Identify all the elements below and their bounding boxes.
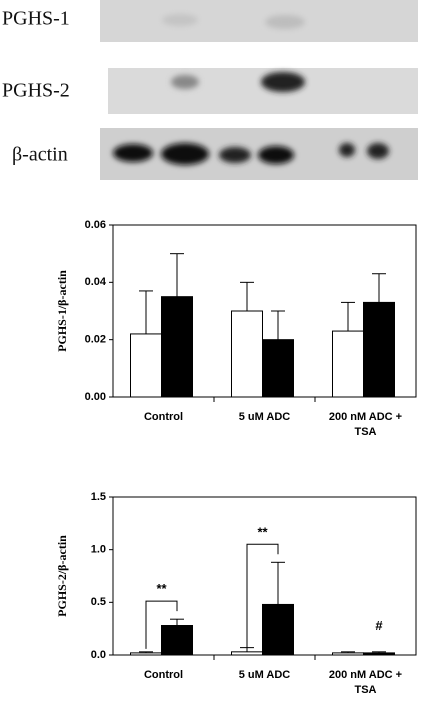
y-tick-label: 1.0 — [91, 544, 106, 556]
bar — [363, 652, 395, 656]
band — [161, 143, 209, 165]
bar — [262, 603, 294, 656]
bar — [231, 651, 263, 656]
y-tick-label: 1.5 — [91, 491, 106, 503]
band — [113, 144, 153, 162]
y-tick-label: 0.06 — [85, 219, 106, 231]
blot-strips — [100, 0, 418, 180]
band — [261, 72, 305, 92]
annotation: ** — [257, 524, 268, 539]
x-tick-label: 200 nM ADC + TSA — [328, 669, 403, 696]
bar — [332, 330, 364, 398]
y-tick-label: 0.04 — [85, 276, 107, 288]
significance-bracket — [246, 543, 279, 648]
y-tick-label: 0.00 — [85, 391, 106, 403]
x-tick-label: 5 uM ADC — [238, 669, 291, 681]
band — [265, 15, 305, 29]
y-tick-label: 0.5 — [91, 596, 106, 608]
x-tick-label: 5 uM ADC — [238, 411, 291, 423]
significance-bracket — [145, 600, 178, 649]
blot-label: PGHS-1 — [2, 8, 70, 30]
band — [219, 147, 251, 163]
annotation: ** — [156, 581, 167, 596]
x-tick-label: 200 nM ADC + TSA — [328, 411, 403, 438]
band — [258, 146, 294, 164]
blot-strip — [100, 0, 418, 42]
bar — [332, 652, 364, 656]
x-tick-label: Control — [143, 411, 184, 423]
bar — [231, 310, 263, 398]
bar — [130, 333, 162, 398]
band — [171, 75, 199, 89]
bar — [161, 625, 193, 656]
blot-strip — [108, 68, 418, 114]
y-axis-label: PGHS-1/β-actin — [55, 270, 69, 352]
y-tick-label: 0.0 — [91, 649, 106, 661]
blot-label: PGHS-2 — [2, 80, 70, 102]
bar — [130, 652, 162, 656]
blot-label: β-actin — [12, 144, 68, 166]
band — [339, 143, 355, 157]
y-tick-label: 0.02 — [85, 334, 106, 346]
x-tick-label: Control — [143, 669, 184, 681]
bar — [161, 296, 193, 398]
annotation: # — [375, 618, 383, 633]
bar — [363, 301, 395, 398]
band — [162, 14, 198, 26]
bar — [262, 339, 294, 398]
band — [367, 143, 389, 159]
y-axis-label: PGHS-2/β-actin — [55, 535, 69, 617]
